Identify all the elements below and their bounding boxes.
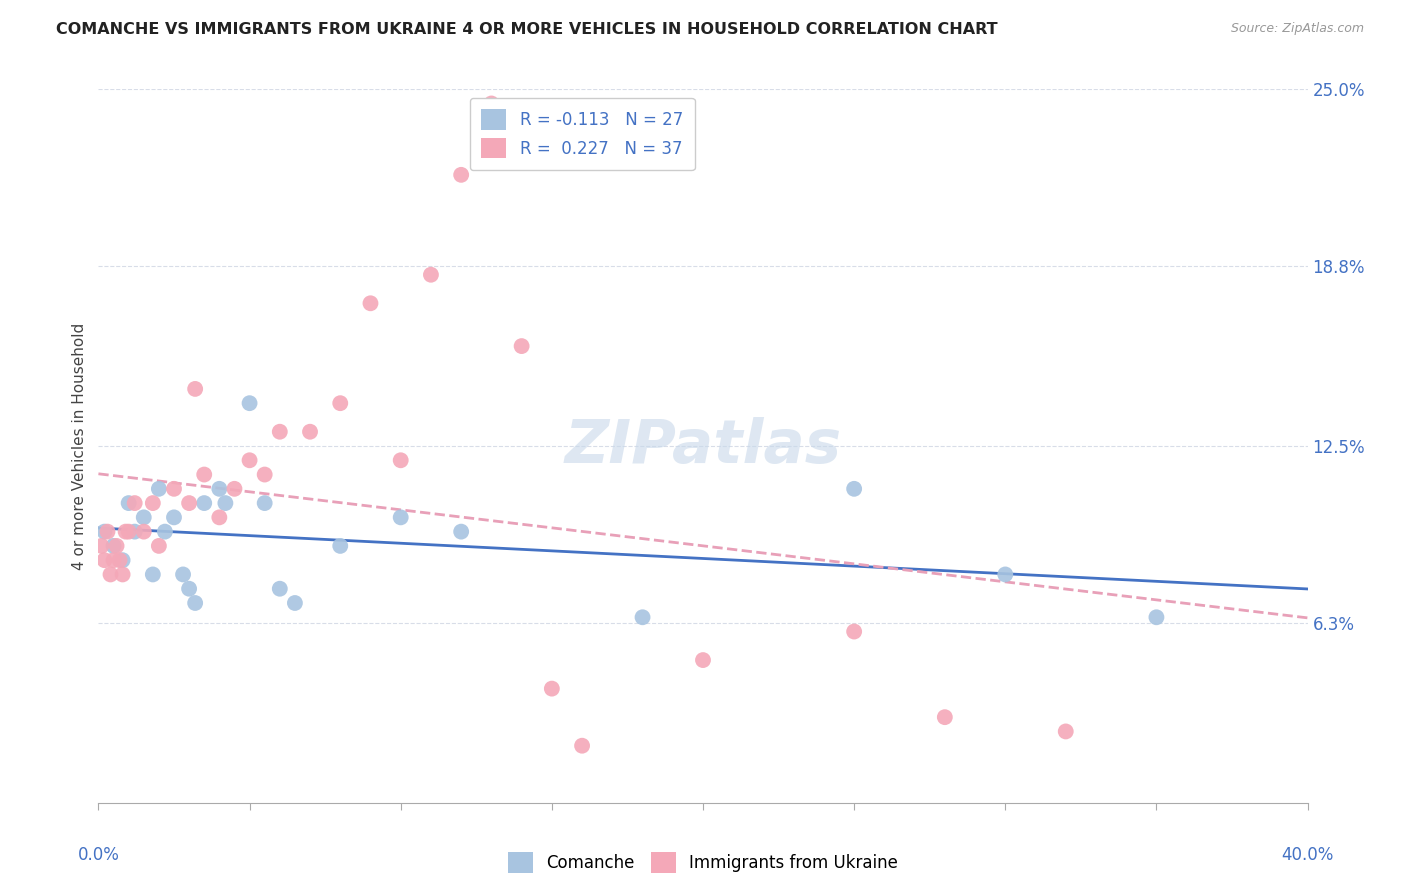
Point [360,296,382,310]
Point [105,539,128,553]
Legend: Comanche, Immigrants from Ukraine: Comanche, Immigrants from Ukraine [501,846,905,880]
Point [193,467,215,482]
Point [269,425,291,439]
Point [114,524,136,539]
Point [118,496,141,510]
Point [90,539,112,553]
Point [111,553,134,567]
Text: COMANCHE VS IMMIGRANTS FROM UKRAINE 4 OR MORE VEHICLES IN HOUSEHOLD CORRELATION : COMANCHE VS IMMIGRANTS FROM UKRAINE 4 OR… [56,22,998,37]
Point [148,482,170,496]
Point [253,496,276,510]
Point [184,382,207,396]
Point [269,582,291,596]
Point [124,524,146,539]
Point [329,396,352,410]
Point [93,524,115,539]
Text: Source: ZipAtlas.com: Source: ZipAtlas.com [1230,22,1364,36]
Legend: R = -0.113   N = 27, R =  0.227   N = 37: R = -0.113 N = 27, R = 0.227 N = 37 [470,97,695,169]
Point [994,567,1017,582]
Point [450,524,472,539]
Point [208,510,231,524]
Point [844,482,866,496]
Point [299,425,322,439]
Text: 40.0%: 40.0% [1281,846,1334,863]
Point [481,96,503,111]
Point [132,524,155,539]
Point [193,496,215,510]
Point [253,467,276,482]
Point [142,496,165,510]
Point [389,453,412,467]
Point [208,482,231,496]
Text: ZIPatlas: ZIPatlas [564,417,842,475]
Point [163,510,186,524]
Point [631,610,654,624]
Point [389,510,412,524]
Point [93,553,115,567]
Point [541,681,564,696]
Point [510,339,533,353]
Point [124,496,146,510]
Point [163,482,186,496]
Point [329,539,352,553]
Point [179,582,201,596]
Point [100,567,122,582]
Point [153,524,176,539]
Point [692,653,714,667]
Point [1054,724,1077,739]
Point [214,496,236,510]
Point [103,539,125,553]
Point [934,710,956,724]
Point [103,553,125,567]
Point [108,553,131,567]
Point [571,739,593,753]
Point [284,596,307,610]
Point [184,596,207,610]
Y-axis label: 4 or more Vehicles in Household: 4 or more Vehicles in Household [72,322,87,570]
Point [132,510,155,524]
Text: 0.0%: 0.0% [77,846,120,863]
Point [96,524,118,539]
Point [172,567,194,582]
Point [844,624,866,639]
Point [1146,610,1168,624]
Point [142,567,165,582]
Point [148,539,170,553]
Point [224,482,246,496]
Point [450,168,472,182]
Point [179,496,201,510]
Point [420,268,443,282]
Point [118,524,141,539]
Point [239,396,262,410]
Point [111,567,134,582]
Point [239,453,262,467]
